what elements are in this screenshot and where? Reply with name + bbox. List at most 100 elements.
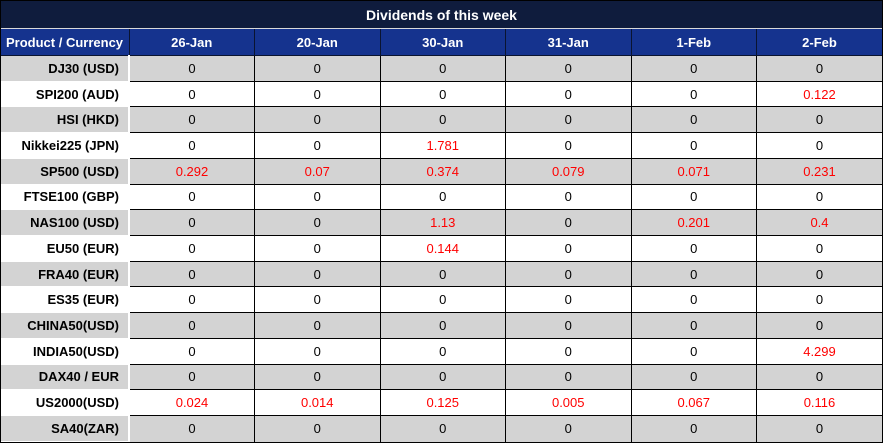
product-label: EU50 (EUR) bbox=[1, 235, 130, 262]
dividend-value-cell: 0 bbox=[128, 209, 255, 237]
dividend-value-cell: 0 bbox=[254, 260, 381, 288]
dividend-value-cell: 0 bbox=[505, 183, 632, 211]
dividend-value-cell: 0 bbox=[128, 415, 255, 442]
dividend-value-cell: 0 bbox=[505, 132, 632, 159]
dividend-value-cell: 0 bbox=[505, 235, 632, 262]
dividend-value-cell: 0 bbox=[630, 363, 757, 391]
dividend-value-cell: 0 bbox=[128, 80, 255, 108]
column-header-date: 20-Jan bbox=[254, 29, 381, 56]
dividend-value-cell: 0 bbox=[254, 235, 381, 262]
column-header-date: 2-Feb bbox=[756, 29, 882, 56]
dividend-value-cell: 0 bbox=[254, 363, 381, 391]
dividend-value-cell: 0 bbox=[505, 260, 632, 288]
dividend-value-cell: 0.116 bbox=[756, 389, 882, 417]
dividend-value-cell: 4.299 bbox=[756, 337, 882, 365]
dividend-value-cell: 0 bbox=[254, 55, 381, 82]
dividend-value-cell: 0 bbox=[756, 235, 882, 262]
table-row: CHINA50(USD) 0 0 0 0 0 0 bbox=[1, 312, 882, 339]
dividend-value-cell: 0 bbox=[254, 209, 381, 237]
dividend-value-cell: 0.374 bbox=[379, 157, 506, 185]
dividend-value-cell: 0.4 bbox=[756, 209, 882, 237]
table-row: SP500 (USD) 0.292 0.07 0.374 0.079 0.071 0.231 bbox=[1, 157, 882, 185]
dividend-value-cell: 0 bbox=[505, 106, 632, 134]
table-row: ES35 (EUR) 0 0 0 0 0 0 bbox=[1, 286, 882, 314]
dividend-value-cell: 0 bbox=[254, 337, 381, 365]
dividend-value-cell: 0 bbox=[756, 260, 882, 288]
product-label: DAX40 / EUR bbox=[1, 363, 130, 391]
dividend-value-cell: 0 bbox=[756, 183, 882, 211]
product-label: US2000(USD) bbox=[1, 389, 130, 417]
dividend-value-cell: 0 bbox=[379, 260, 506, 288]
dividend-value-cell: 0.122 bbox=[756, 80, 882, 108]
product-label: INDIA50(USD) bbox=[1, 337, 130, 365]
table-row: FTSE100 (GBP) 0 0 0 0 0 0 bbox=[1, 183, 882, 211]
dividend-value-cell: 0 bbox=[630, 337, 757, 365]
table-row: EU50 (EUR) 0 0 0.144 0 0 0 bbox=[1, 235, 882, 262]
dividend-value-cell: 0 bbox=[630, 132, 757, 159]
product-label: FTSE100 (GBP) bbox=[1, 183, 130, 211]
table-row: HSI (HKD) 0 0 0 0 0 0 bbox=[1, 106, 882, 134]
page-title: Dividends of this week bbox=[1, 1, 882, 29]
dividend-value-cell: 0 bbox=[379, 337, 506, 365]
dividend-value-cell: 0.201 bbox=[630, 209, 757, 237]
dividend-value-cell: 1.13 bbox=[379, 209, 506, 237]
dividend-value-cell: 0 bbox=[505, 312, 632, 339]
dividend-value-cell: 0 bbox=[379, 183, 506, 211]
dividend-value-cell: 0 bbox=[254, 286, 381, 314]
dividend-value-cell: 0 bbox=[379, 286, 506, 314]
dividend-value-cell: 0 bbox=[128, 55, 255, 82]
dividend-value-cell: 0 bbox=[756, 286, 882, 314]
product-label: FRA40 (EUR) bbox=[1, 260, 130, 288]
dividend-value-cell: 0 bbox=[630, 260, 757, 288]
dividend-value-cell: 0 bbox=[379, 106, 506, 134]
dividend-value-cell: 0 bbox=[630, 106, 757, 134]
dividend-value-cell: 0 bbox=[379, 55, 506, 82]
dividend-value-cell: 0.079 bbox=[505, 157, 632, 185]
dividend-value-cell: 0 bbox=[756, 363, 882, 391]
dividend-value-cell: 0 bbox=[254, 312, 381, 339]
dividend-value-cell: 0 bbox=[379, 363, 506, 391]
dividend-value-cell: 0 bbox=[128, 337, 255, 365]
dividend-value-cell: 0 bbox=[630, 286, 757, 314]
dividend-value-cell: 0 bbox=[756, 106, 882, 134]
dividend-value-cell: 0 bbox=[630, 235, 757, 262]
dividend-value-cell: 0 bbox=[505, 80, 632, 108]
product-label: ES35 (EUR) bbox=[1, 286, 130, 314]
dividend-value-cell: 0 bbox=[128, 132, 255, 159]
dividend-value-cell: 0.125 bbox=[379, 389, 506, 417]
dividend-value-cell: 0.067 bbox=[630, 389, 757, 417]
dividend-value-cell: 0.292 bbox=[128, 157, 255, 185]
dividend-value-cell: 0 bbox=[379, 312, 506, 339]
dividend-value-cell: 0 bbox=[505, 55, 632, 82]
dividend-value-cell: 0 bbox=[128, 363, 255, 391]
table-row: Nikkei225 (JPN) 0 0 1.781 0 0 0 bbox=[1, 132, 882, 159]
header-row: Product / Currency 26-Jan 20-Jan 30-Jan 31-… bbox=[1, 29, 882, 56]
dividends-table: Product / Currency 26-Jan 20-Jan 30-Jan 31-… bbox=[1, 29, 882, 442]
dividend-value-cell: 1.781 bbox=[379, 132, 506, 159]
dividend-value-cell: 0 bbox=[630, 55, 757, 82]
dividend-value-cell: 0 bbox=[254, 183, 381, 211]
dividend-value-cell: 0 bbox=[254, 80, 381, 108]
dividend-value-cell: 0 bbox=[505, 415, 632, 442]
table-row: NAS100 (USD) 0 0 1.13 0 0.201 0.4 bbox=[1, 209, 882, 237]
dividend-value-cell: 0 bbox=[379, 80, 506, 108]
column-header-product-currency: Product / Currency bbox=[1, 29, 130, 56]
table-row: DJ30 (USD) 0 0 0 0 0 0 bbox=[1, 55, 882, 82]
product-label: CHINA50(USD) bbox=[1, 312, 130, 339]
table-row: US2000(USD) 0.024 0.014 0.125 0.005 0.067 0.11… bbox=[1, 389, 882, 417]
column-header-date: 31-Jan bbox=[505, 29, 632, 56]
dividend-value-cell: 0 bbox=[505, 286, 632, 314]
table-row: FRA40 (EUR) 0 0 0 0 0 0 bbox=[1, 260, 882, 288]
column-header-date: 1-Feb bbox=[630, 29, 757, 56]
dividend-value-cell: 0 bbox=[505, 209, 632, 237]
product-label: DJ30 (USD) bbox=[1, 55, 130, 82]
dividend-value-cell: 0 bbox=[254, 106, 381, 134]
dividend-value-cell: 0 bbox=[756, 312, 882, 339]
dividend-value-cell: 0 bbox=[630, 312, 757, 339]
dividend-value-cell: 0 bbox=[505, 363, 632, 391]
column-header-date: 26-Jan bbox=[128, 29, 255, 56]
dividend-value-cell: 0 bbox=[254, 132, 381, 159]
product-label: SP500 (USD) bbox=[1, 157, 130, 185]
dividend-value-cell: 0.005 bbox=[505, 389, 632, 417]
